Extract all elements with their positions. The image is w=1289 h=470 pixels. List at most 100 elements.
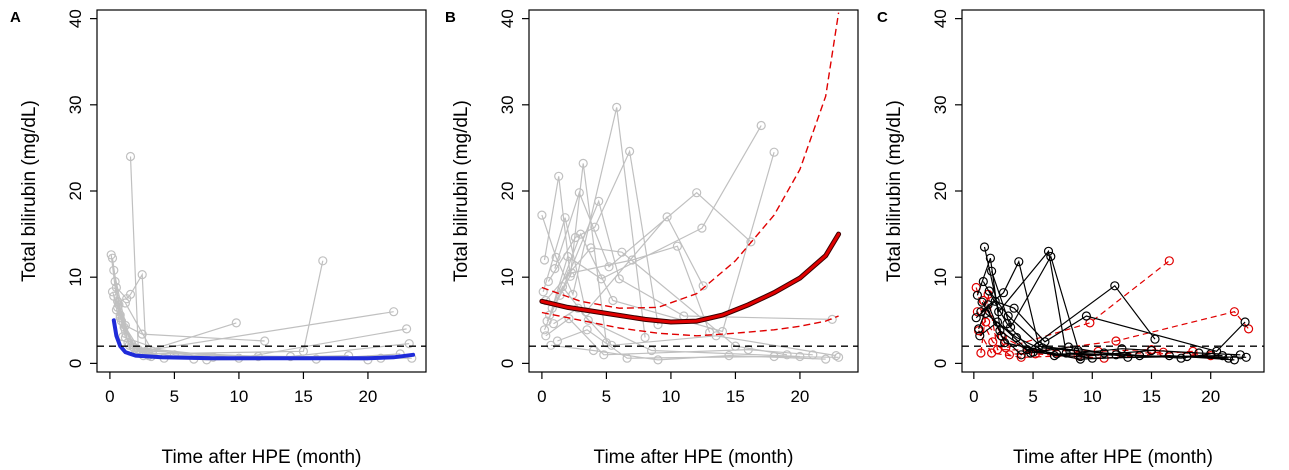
black-trajectory [984,286,1216,363]
x-tick-label: 20 [790,387,809,406]
data-point [120,298,131,308]
data-point [552,336,563,346]
individual-trajectory-line [550,344,826,361]
data-point [1229,355,1240,365]
x-tick-label: 15 [1142,387,1161,406]
individual-trajectory [537,102,650,343]
individual-trajectory [109,265,270,346]
data-point [125,289,136,299]
plot-frame [96,9,427,373]
data-point [833,352,844,362]
data-point [697,223,707,233]
data-point [1110,281,1120,291]
data-point [756,120,766,131]
individual-trajectory-line [117,260,324,355]
data-point [831,351,841,361]
data-point [582,325,592,335]
y-tick-label: 0 [931,359,950,368]
data-point [978,276,988,287]
data-point [1241,352,1251,362]
ci-upper-curve [541,12,840,309]
data-point [711,331,721,341]
data-point [698,281,708,291]
y-tick-label: 20 [66,182,85,201]
x-tick-label: 10 [229,387,248,406]
data-point [1009,303,1019,313]
data-point [614,274,624,284]
data-point [692,188,702,198]
y-tick-label: 20 [931,182,950,201]
data-point [640,332,650,343]
y-tick-label: 10 [498,268,517,287]
individual-trajectory-line [113,296,410,358]
individual-trajectory [546,340,831,365]
data-point [554,171,564,181]
y-tick-label: 0 [66,359,85,368]
y-axis-title: Total bilirubin (mg/dL) [451,100,472,282]
data-point [574,188,584,198]
data-point [1046,251,1056,262]
individual-trajectory-line [546,245,711,333]
data-point [1011,332,1022,343]
panel-label: A [10,9,21,26]
data-point [1111,336,1121,346]
black-trajectory-line [975,300,1246,352]
mean-curve [540,232,841,324]
data-point [1014,257,1024,267]
data-point [546,340,556,350]
individual-trajectory-line [129,156,152,358]
data-point [260,336,270,346]
panel-b: B 0 5 10 15 20 0 10 20 30 40 Time after HPE (month)… [445,9,859,468]
data-point [1040,337,1050,347]
individual-trajectory-line [553,307,837,357]
data-point [599,350,609,360]
x-tick-label: 5 [1028,387,1037,406]
data-point [543,276,554,287]
data-point [127,339,137,349]
x-tick-label: 0 [537,387,546,406]
individual-trajectory [547,120,766,313]
x-tick-label: 15 [294,387,313,406]
x-axis-title: Time after HPE (month) [594,447,794,468]
y-axis-title: Total bilirubin (mg/dL) [19,100,40,282]
ci-lower-curve [541,311,839,337]
data-point [560,213,570,223]
individual-trajectory-line [541,107,646,338]
data-point [109,291,119,301]
y-tick-label: 40 [931,9,950,28]
red-trajectory [976,289,1216,361]
black-trajectory-line [981,301,1223,358]
data-point [624,146,635,156]
data-point [998,288,1009,298]
data-point [1240,317,1250,327]
data-point [612,102,622,113]
data-point [1123,352,1133,362]
individual-trajectory [541,314,818,360]
x-tick-label: 20 [358,387,377,406]
data-point [231,318,241,328]
data-point [627,255,637,265]
data-point [548,319,559,329]
data-point [596,274,606,284]
data-point [318,256,328,266]
individual-trajectory-line [545,317,813,356]
data-point [1016,350,1026,360]
data-point [402,324,412,334]
data-point [1235,350,1245,360]
plot-data [971,242,1254,365]
data-point [990,296,1000,306]
x-tick-label: 5 [602,387,611,406]
individual-trajectory-line [559,199,833,320]
y-tick-label: 20 [498,182,517,201]
y-tick-label: 30 [498,95,517,114]
data-point [977,297,987,307]
y-tick-label: 30 [66,95,85,114]
mean-curve [111,318,416,361]
data-point [986,348,997,358]
x-tick-label: 20 [1201,387,1220,406]
data-point [107,253,118,263]
data-point [821,354,831,364]
data-point [746,237,756,247]
data-point [769,147,779,157]
